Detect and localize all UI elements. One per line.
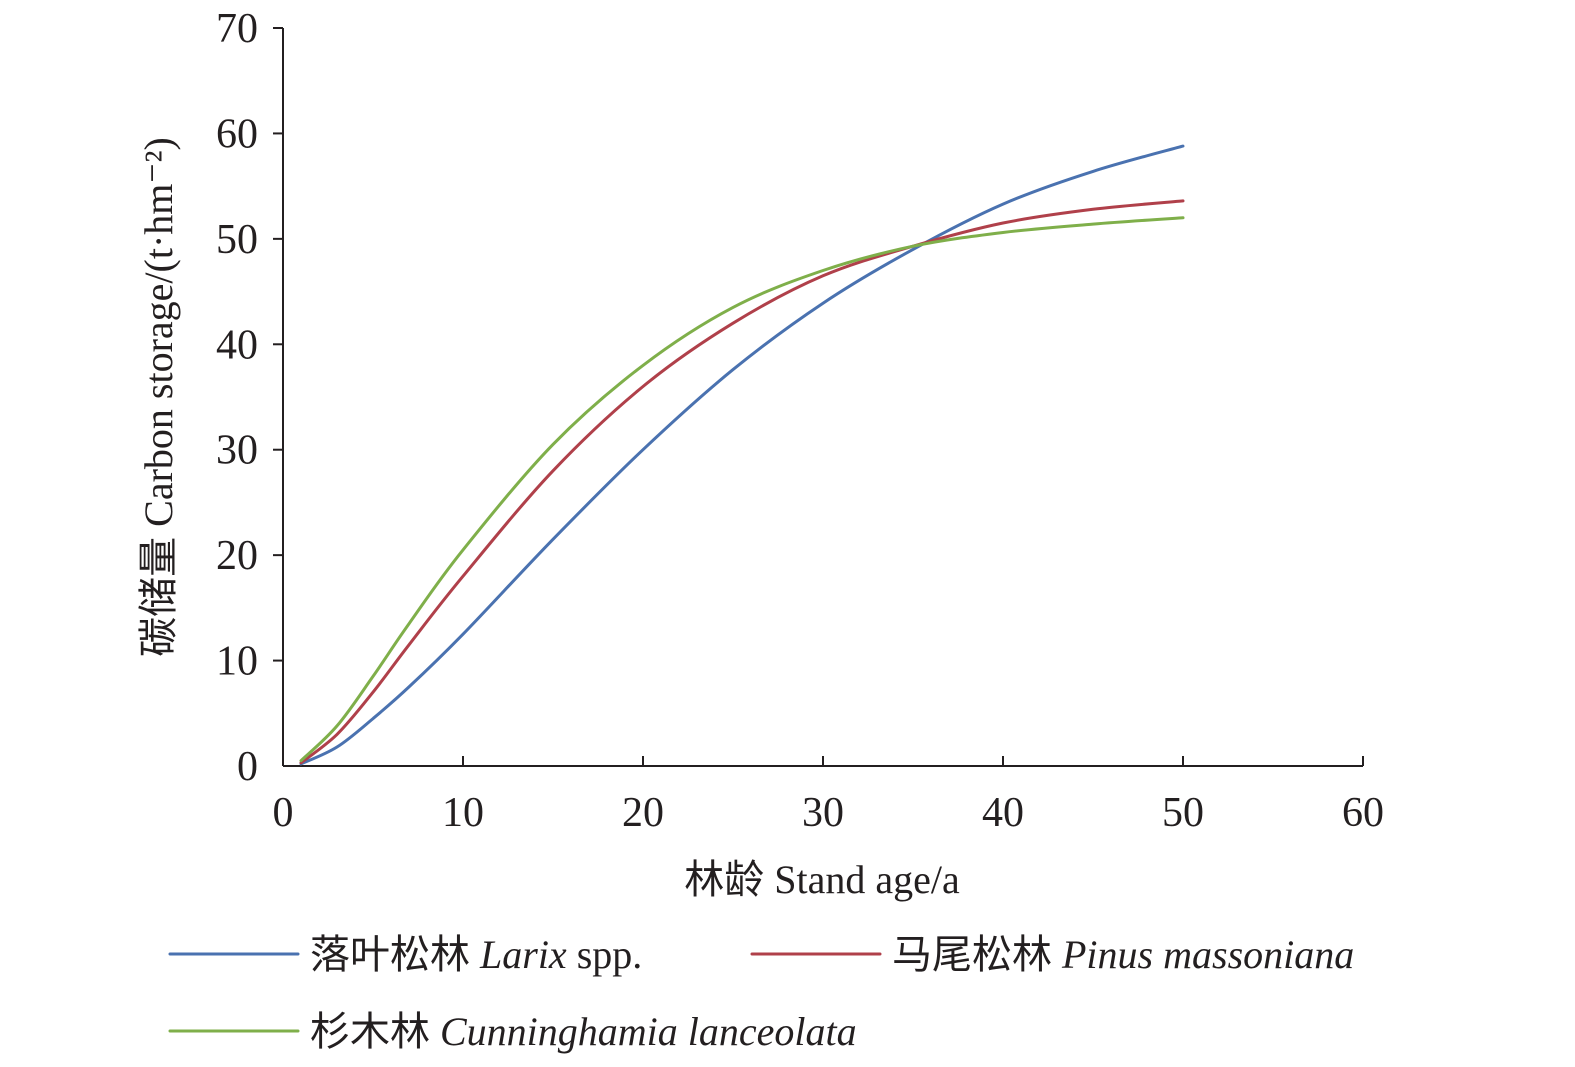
x-tick-label: 50 <box>1162 790 1204 836</box>
series-line-1 <box>299 144 1185 766</box>
x-tick-label: 40 <box>982 790 1024 836</box>
series-line-3 <box>299 216 1185 763</box>
y-tick-label: 60 <box>216 111 258 157</box>
legend: 落叶松林 Larix spp. 马尾松林 Pinus massoniana 杉木林 … <box>168 932 1354 1054</box>
y-tick-label: 20 <box>216 533 258 579</box>
x-ticks: 0 10 20 30 40 50 60 <box>273 756 1384 836</box>
x-tick-label: 10 <box>442 790 484 836</box>
y-tick-label: 50 <box>216 217 258 263</box>
y-tick-label: 70 <box>216 6 258 52</box>
y-tick-label: 10 <box>216 639 258 685</box>
x-tick-label: 60 <box>1342 790 1384 836</box>
x-axis-title: 林龄 Stand age/a <box>684 857 960 902</box>
y-axis-title: 碳储量 Carbon storage/(t·hm⁻²) <box>136 137 181 657</box>
x-tick-label: 0 <box>273 790 294 836</box>
legend-label-3: 杉木林 Cunninghamia lanceolata <box>310 1009 857 1054</box>
y-ticks: 0 10 20 30 40 50 60 70 <box>216 6 283 790</box>
legend-label-1: 落叶松林 Larix spp. <box>310 932 642 977</box>
x-tick-label: 30 <box>802 790 844 836</box>
y-tick-label: 0 <box>237 744 258 790</box>
x-tick-label: 20 <box>622 790 664 836</box>
series-line-2 <box>299 199 1185 765</box>
y-tick-label: 30 <box>216 428 258 474</box>
y-tick-label: 40 <box>216 322 258 368</box>
series-lines <box>299 144 1185 766</box>
axes <box>282 28 1363 767</box>
legend-label-2: 马尾松林 Pinus massoniana <box>892 932 1354 977</box>
